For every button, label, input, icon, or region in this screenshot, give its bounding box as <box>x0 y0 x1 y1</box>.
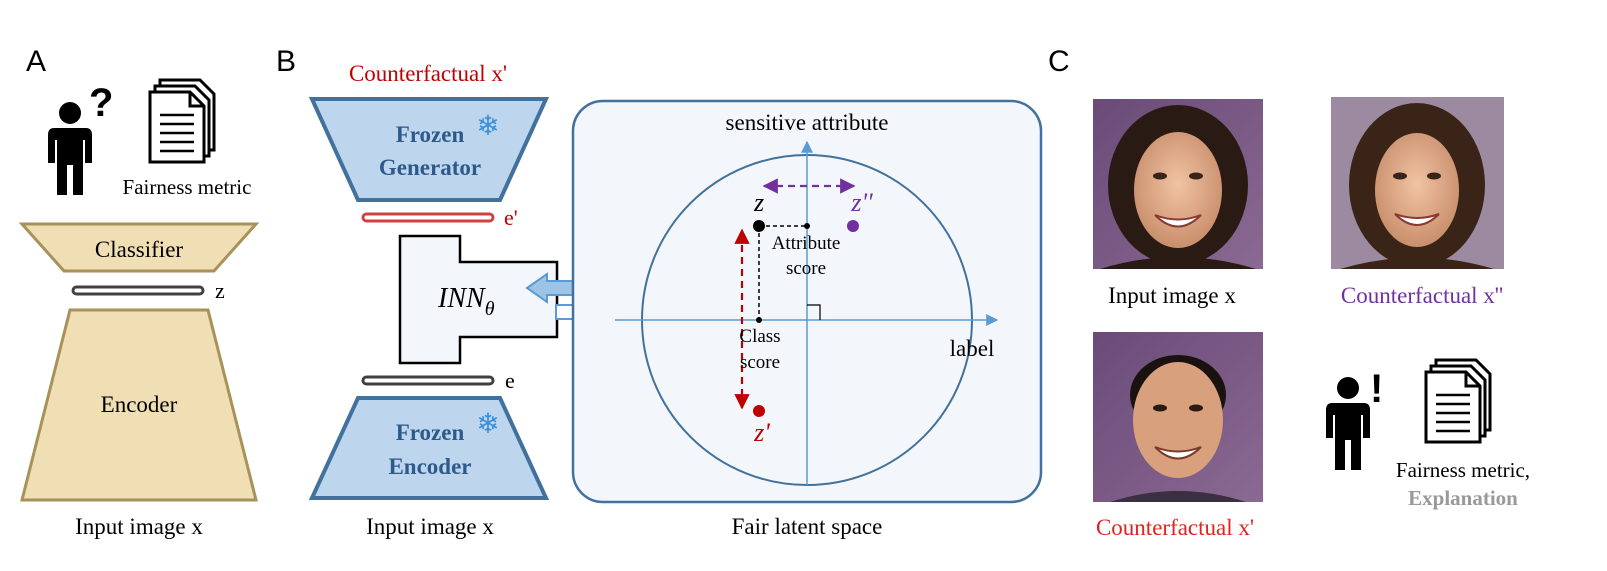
attribute-score-dot <box>804 223 810 229</box>
frozen-generator-label-1: Frozen <box>396 122 465 147</box>
counterfactual-face-image <box>1093 332 1263 502</box>
input-image-caption-c: Input image x <box>1108 283 1236 308</box>
x-axis-label: label <box>950 336 995 361</box>
inn-label: INNθ <box>437 283 495 320</box>
point-z-double-prime-label: z'' <box>850 188 873 217</box>
panel-c: C Input image x Counterfactual x'' <box>1048 45 1530 540</box>
counterfactual-double-prime-face-image <box>1331 97 1504 269</box>
inn-block <box>398 234 559 365</box>
y-axis-label: sensitive attribute <box>726 110 889 135</box>
fairness-metric-label-c: Fairness metric, <box>1396 458 1530 482</box>
class-score-label-2: score <box>740 352 780 373</box>
point-z-prime <box>753 405 765 417</box>
classifier-label: Classifier <box>95 237 183 262</box>
input-face-image <box>1093 99 1263 269</box>
panel-a: A ? Fairness metric Classifier z Encod <box>18 45 260 539</box>
frozen-generator-block <box>308 97 550 202</box>
encoder-block <box>20 308 258 502</box>
panel-a-letter: A <box>26 45 46 78</box>
e-prime-label: e' <box>504 205 518 230</box>
person-question-icon <box>48 102 92 195</box>
question-mark-icon: ? <box>89 81 113 125</box>
panel-c-letter: C <box>1048 45 1070 78</box>
explanation-label: Explanation <box>1408 486 1518 510</box>
document-icon <box>148 78 216 164</box>
class-score-label-1: Class <box>739 326 780 347</box>
counterfactual-label-b: Counterfactual x' <box>349 61 507 86</box>
classifier-block <box>18 222 260 273</box>
panel-b: B Counterfactual x' Frozen Generator ❄ e… <box>276 45 1043 539</box>
frozen-encoder-label-1: Frozen <box>396 420 465 445</box>
point-z-label: z <box>753 188 764 217</box>
input-image-label-a: Input image x <box>75 514 203 539</box>
encoder-label: Encoder <box>101 392 178 417</box>
frozen-encoder-block <box>308 396 550 500</box>
document-icon <box>1424 358 1492 444</box>
right-angle-mark <box>807 304 821 320</box>
point-z-prime-label: z' <box>753 418 770 447</box>
latent-z-bar <box>71 285 205 296</box>
fairness-metric-label: Fairness metric <box>123 175 252 199</box>
latent-e-prime-bar <box>361 212 495 223</box>
latent-e-bar <box>361 375 495 386</box>
panel-b-letter: B <box>276 45 296 78</box>
snowflake-icon: ❄ <box>476 408 499 439</box>
exclamation-icon: ! <box>1370 367 1383 411</box>
e-label: e <box>505 368 515 393</box>
attribute-score-label-1: Attribute <box>772 233 841 254</box>
counterfactual-caption-c: Counterfactual x' <box>1096 515 1254 540</box>
point-z-double-prime <box>847 220 859 232</box>
attribute-score-label-2: score <box>786 258 826 279</box>
snowflake-icon: ❄ <box>476 110 499 141</box>
class-score-dot <box>756 317 762 323</box>
input-image-label-b: Input image x <box>366 514 494 539</box>
person-exclamation-icon <box>1326 377 1370 470</box>
point-z <box>753 220 765 232</box>
z-label: z <box>215 278 225 303</box>
counterfactual-double-prime-caption: Counterfactual x'' <box>1341 283 1503 308</box>
frozen-encoder-label-2: Encoder <box>388 454 471 479</box>
frozen-generator-label-2: Generator <box>379 155 481 180</box>
latent-space-label: Fair latent space <box>732 514 883 539</box>
